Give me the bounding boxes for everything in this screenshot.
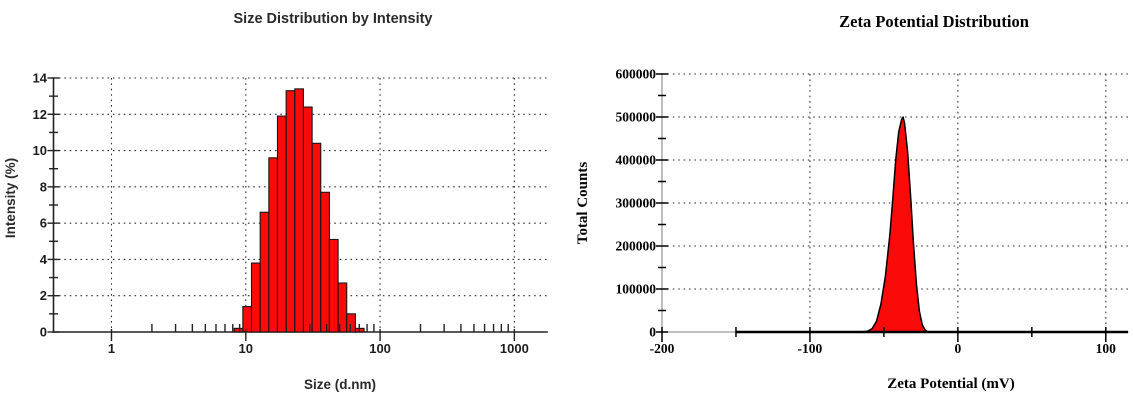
y-tick-label: 10 (33, 143, 47, 158)
y-tick-label: 2 (40, 288, 47, 303)
histogram-bar (268, 157, 279, 333)
ticks (47, 77, 516, 341)
y-tick-label: 8 (40, 179, 47, 194)
y-tick-label: 300000 (616, 196, 657, 211)
x-tick-label: 100 (1096, 341, 1117, 356)
gridlines (53, 77, 547, 332)
y-tick-label: 500000 (616, 110, 657, 125)
y-tick-label: 400000 (616, 153, 657, 168)
y-axis-label: Total Counts (575, 162, 591, 245)
histogram-bar (250, 262, 261, 333)
x-tick-label: 1000 (500, 341, 529, 356)
histogram-bar (302, 106, 313, 333)
histogram-bar (285, 90, 296, 333)
tick-labels: -200 -100 0 100 0 100000 200000 300000 400000 500… (616, 67, 1117, 357)
y-tick-label: 12 (33, 107, 47, 122)
histogram-bar (294, 88, 304, 333)
zeta-potential-chart: -200 -100 0 100 0 100000 200000 300000 400000 500… (567, 0, 1133, 404)
chart-title: Zeta Potential Distribution (839, 12, 1029, 31)
tick-labels: 1 10 100 1000 0 2 4 6 8 10 12 14 (33, 71, 529, 357)
histogram-bar (276, 115, 287, 333)
y-tick-label: 4 (40, 252, 48, 267)
y-tick-label: 100000 (616, 282, 657, 297)
area-series (735, 116, 1128, 334)
histogram-bar (337, 282, 348, 333)
histogram-bar (320, 191, 330, 333)
x-tick-label: -100 (798, 341, 823, 356)
y-tick-label: 6 (40, 216, 47, 231)
zeta-area-plot: -200 -100 0 100 0 100000 200000 300000 400000 500… (575, 12, 1129, 392)
histogram-bar (259, 211, 270, 333)
chart-title: Size Distribution by Intensity (234, 11, 433, 27)
x-tick-label: 10 (239, 341, 253, 356)
histogram-bar (328, 238, 339, 333)
x-axis-label: Zeta Potential (mV) (887, 376, 1014, 392)
y-tick-label: 0 (40, 325, 47, 340)
y-tick-label: 200000 (616, 239, 657, 254)
histogram-bar (233, 327, 244, 333)
x-axis-label: Size (d.nm) (304, 377, 376, 392)
y-tick-label: 14 (33, 71, 48, 86)
histogram-bar (346, 313, 356, 333)
ticks (656, 73, 1107, 342)
x-tick-label: 100 (369, 341, 391, 356)
histogram-bar (242, 306, 253, 333)
zeta-plot-body: -200 -100 0 100 0 100000 200000 300000 400000 500… (616, 67, 1129, 357)
y-axis-label: Intensity (%) (3, 158, 18, 238)
size-distribution-chart: 1 10 100 1000 0 2 4 6 8 10 12 14 Size Distribution … (3, 11, 548, 392)
distribution-curve (736, 116, 1128, 333)
size-histogram-plot: 1 10 100 1000 0 2 4 6 8 10 12 14 Size Distribution … (3, 11, 548, 392)
histogram-bar (311, 142, 322, 333)
y-tick-label: 0 (649, 325, 656, 340)
x-tick-label: 0 (954, 341, 961, 356)
size-plot-body: 1 10 100 1000 0 2 4 6 8 10 12 14 (33, 71, 548, 357)
x-tick-label: 1 (108, 341, 115, 356)
y-tick-label: 600000 (616, 67, 657, 82)
histogram-bars (233, 88, 365, 333)
x-tick-label: -200 (650, 341, 675, 356)
